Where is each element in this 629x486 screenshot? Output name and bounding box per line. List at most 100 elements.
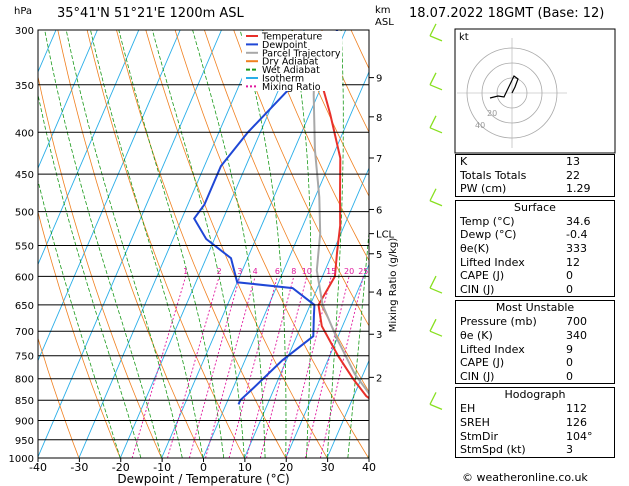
index-row: Lifted Index 9: [456, 343, 614, 357]
legend-entry: Temperature: [261, 32, 322, 43]
index-value: 104°: [566, 429, 593, 443]
mixing-ratio-label: 20: [344, 267, 354, 276]
km-tick-label: LCL: [376, 230, 395, 241]
pressure-tick-label: 1000: [9, 454, 34, 465]
km-tick-label: 6: [376, 205, 382, 216]
index-value: 126: [566, 415, 587, 429]
pressure-unit-label: hPa: [14, 6, 32, 17]
legend-background: [242, 31, 342, 91]
index-value: 0: [566, 356, 573, 370]
wind-barb: [429, 23, 443, 42]
index-label: Lifted Index: [460, 255, 525, 269]
dry-adiabat-line: [57, 30, 204, 458]
copyright: © weatheronline.co.uk: [462, 471, 588, 484]
wind-barb: [429, 188, 443, 207]
index-row: Dewp (°C) -0.4: [456, 228, 614, 242]
km-tick-label: 9: [376, 74, 382, 85]
index-value: 34.6: [566, 214, 591, 228]
section-title: Hodograph: [504, 388, 566, 402]
isotherm-line: [243, 167, 369, 458]
index-label: CAPE (J): [460, 269, 505, 283]
isotherm-line: [78, 30, 264, 458]
isotherm-line: [326, 359, 369, 458]
dewpoint-line: [193, 30, 339, 405]
mixing-ratio-label: 3: [237, 267, 242, 276]
index-label: CIN (J): [460, 369, 495, 383]
wind-barb: [429, 318, 443, 337]
index-value: 0: [566, 282, 573, 296]
mixing-ratio-label: 15: [326, 267, 336, 276]
km-tick-label: 7: [376, 154, 382, 165]
index-row: StmSpd (kt) 3: [456, 443, 614, 457]
wind-barb: [429, 275, 443, 294]
km-unit-label: km: [375, 5, 391, 16]
index-row: CIN (J) 0: [456, 283, 614, 297]
mixing-ratio-label: 2: [217, 267, 222, 276]
index-row: Pressure (mb) 700: [456, 315, 614, 329]
index-row: Totals Totals 22: [456, 169, 614, 183]
pressure-tick-label: 500: [15, 208, 34, 219]
mixing-ratio-axis-label: Mixing Ratio (g/kg): [388, 238, 399, 333]
index-row: θe(K) 333: [456, 242, 614, 256]
hodograph-ring-label: 20: [487, 109, 497, 118]
km-tick-label: 2: [376, 373, 382, 384]
wet-adiabat-line: [38, 92, 142, 458]
km-tick-label: 4: [376, 288, 382, 299]
index-label: θe (K): [460, 328, 493, 342]
index-value: 333: [566, 241, 587, 255]
wet-adiabat-line: [192, 30, 266, 458]
hodograph-unit-label: kt: [459, 32, 469, 43]
index-value: 22: [566, 168, 580, 182]
index-value: 112: [566, 402, 587, 416]
isotherm-line: [161, 30, 347, 458]
wind-barb: [429, 72, 443, 91]
dry-adiabat-line: [292, 30, 369, 198]
index-value: 9: [566, 342, 573, 356]
km-tick-label: 8: [376, 113, 382, 124]
km-tick-label: 5: [376, 250, 382, 261]
pressure-tick-label: 950: [15, 436, 34, 447]
index-label: StmDir: [460, 429, 499, 443]
pressure-tick-label: 800: [15, 375, 34, 386]
index-row: K 13: [456, 155, 614, 169]
wet-adiabat-line: [65, 30, 183, 458]
x-tick-label: -30: [70, 461, 88, 474]
index-row: SREH 126: [456, 416, 614, 430]
pressure-tick-label: 350: [15, 81, 34, 92]
indices-box: K 13 Totals Totals 22 PW (cm) 1.29: [455, 154, 615, 197]
mixing-ratio-line: [131, 276, 187, 458]
pressure-tick-label: 400: [15, 128, 34, 139]
isotherm-line: [202, 70, 369, 458]
legend-entry: Parcel Trajectory: [262, 48, 341, 59]
index-label: Totals Totals: [460, 168, 527, 182]
isotherm-line: [38, 30, 222, 458]
index-value: 0: [566, 369, 573, 383]
mixing-ratio-label: 8: [291, 267, 296, 276]
index-value: 13: [566, 155, 580, 168]
mixing-ratio-label: 10: [302, 267, 312, 276]
pressure-tick-label: 900: [15, 417, 34, 428]
hodograph-frame: [454, 28, 616, 154]
index-row: θe (K) 340: [456, 329, 614, 343]
pressure-tick-label: 750: [15, 352, 34, 363]
legend-entry: Mixing Ratio: [262, 82, 321, 93]
x-tick-label: 30: [321, 461, 335, 474]
isotherm-line: [0, 30, 15, 458]
km-tick-label: 3: [376, 330, 382, 341]
hodograph-box: Hodograph EH 112 SREH 126 StmDir 104° StmSpd (k…: [455, 387, 615, 458]
x-axis-label: Dewpoint / Temperature (°C): [117, 472, 289, 486]
pressure-tick-label: 650: [15, 301, 34, 312]
index-label: CIN (J): [460, 282, 495, 296]
x-tick-label: 20: [279, 461, 293, 474]
index-label: Temp (°C): [460, 214, 515, 228]
most-unstable-box: Most Unstable Pressure (mb) 700 θe (K) 340 Li…: [455, 300, 615, 385]
index-value: -0.4: [566, 228, 588, 242]
isotherm-line: [38, 30, 181, 362]
x-tick-label: 40: [362, 461, 376, 474]
index-row: StmDir 104°: [456, 430, 614, 444]
section-title: Surface: [514, 200, 556, 214]
index-value: 12: [566, 255, 580, 269]
legend-entry: Isotherm: [262, 74, 304, 85]
index-label: K: [460, 155, 468, 168]
location-title: 35°41'N 51°21'E 1200m ASL: [57, 6, 244, 21]
